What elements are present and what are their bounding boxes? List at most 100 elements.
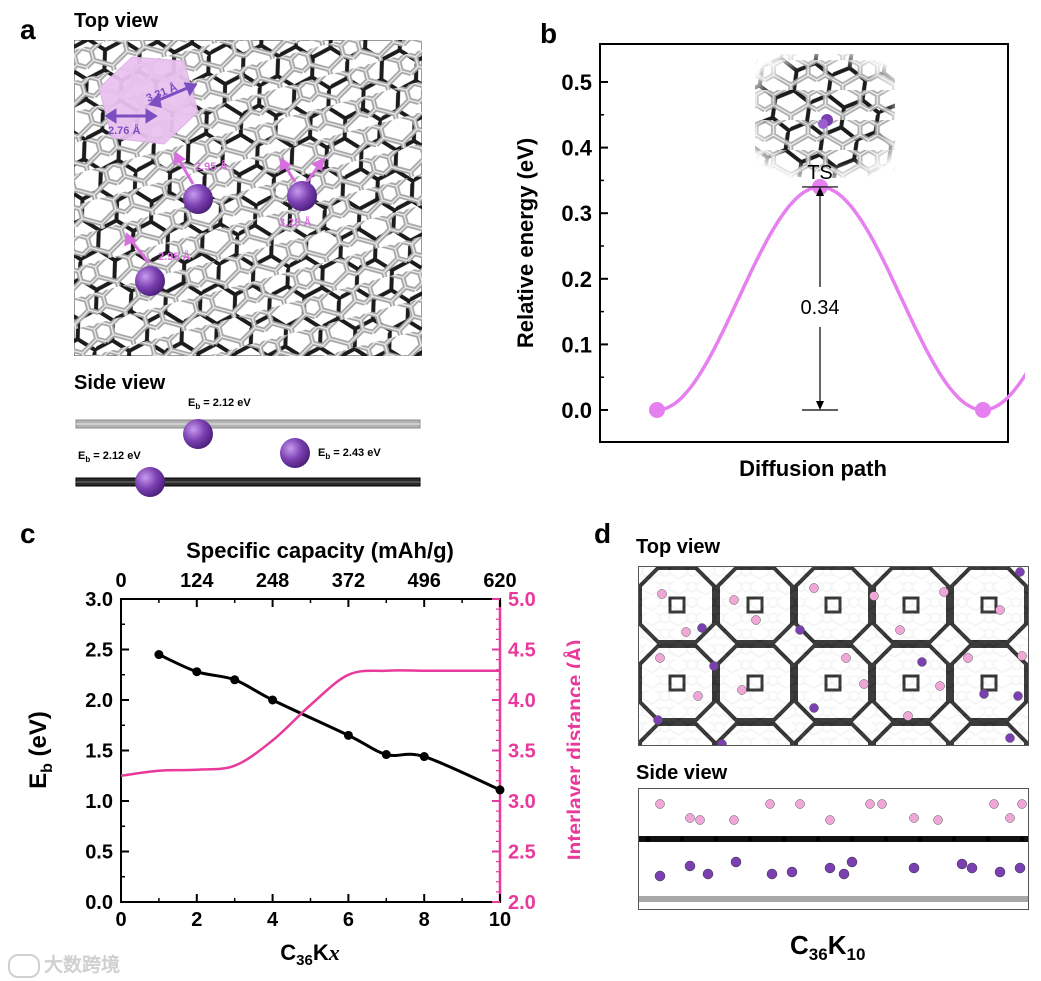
chart-c-top-xtick-label: 620 [483, 570, 516, 592]
carbon-node [781, 836, 787, 842]
chart-b-ytick-label: 0.0 [561, 398, 592, 423]
k-atom-pink [939, 587, 949, 597]
chart-c-xtick-label: 4 [267, 909, 279, 931]
chart-c-ytick-label: 0.5 [85, 842, 113, 864]
chart-b-ytick-label: 0.3 [561, 201, 592, 226]
panel-d-label: d [594, 518, 612, 549]
carbon-node [815, 836, 821, 842]
eb-top-sub: b [195, 402, 200, 411]
k-atom-side-pink [695, 815, 705, 825]
panel-d-side-view-title: Side view [636, 762, 728, 784]
chart-b-ytick-label: 0.2 [561, 267, 592, 292]
chart-c-right-ylabel: Interlayer distance (Å) [563, 640, 580, 861]
ts-barrier-value: 0.34 [801, 297, 840, 319]
eb-top-label: E [188, 397, 195, 409]
eb-left-sub: b [85, 455, 90, 464]
k-atom-pink [841, 653, 851, 663]
potassium-atom [287, 181, 317, 211]
k-atom-pink [751, 615, 761, 625]
k-atom-side-pink [825, 815, 835, 825]
eb-left-value: = 2.12 eV [90, 450, 141, 462]
k-atom-side-purple [702, 868, 714, 880]
chart-c-top-xtick-label: 124 [180, 570, 214, 592]
eb-top-value: = 2.12 eV [200, 397, 251, 409]
chart-c-right-ytick-label: 4.0 [508, 690, 536, 712]
annotation-d5: 2.95 Å [158, 250, 190, 263]
k-atom-side-purple [966, 862, 978, 874]
k-atom-side-pink [1017, 799, 1027, 809]
k-atom-side-purple [654, 870, 666, 882]
eb-right-sub: b [325, 452, 330, 461]
k-atom-pink [963, 653, 973, 663]
k-atom-pink [895, 625, 905, 635]
k-atom-purple [1013, 691, 1023, 701]
chart-c-ytick-label: 2.0 [85, 690, 113, 712]
k-atom-pink [869, 591, 879, 601]
k-atom-purple [697, 623, 707, 633]
chart-c-xtick-label: 2 [191, 909, 202, 931]
annotation-d2: 2.76 Å [108, 124, 140, 137]
chart-c-ytick-label: 1.0 [85, 791, 113, 813]
annotation-d4: 3.25 Å [279, 216, 311, 229]
k-atom-side-purple [838, 868, 850, 880]
ts-label: TS [807, 162, 833, 184]
k-atom-side-pink [877, 799, 887, 809]
carbon-node [679, 836, 685, 842]
k-atom-side-purple [1014, 862, 1026, 874]
chart-c-top-xtick-label: 372 [332, 570, 365, 592]
k-atom-purple [1015, 567, 1025, 577]
ts-arrow-head [816, 401, 824, 410]
chart-c-ytick-label: 3.0 [85, 589, 113, 611]
k-atom-side-pink [685, 813, 695, 823]
diffusion-inset-structure [755, 54, 895, 178]
panel-a-top-view-title: Top view [74, 10, 159, 32]
ts-arrow-head [816, 186, 824, 196]
k-atom-purple [917, 657, 927, 667]
k-atom-side-purple [908, 862, 920, 874]
highlight-hexagon [98, 56, 199, 145]
k-atom-side-pink [729, 815, 739, 825]
panel-c-binding-chart: Specific capacity (mAh/g) C36Kx Eb (eV) … [25, 538, 580, 968]
eb-right-label: E [318, 447, 325, 459]
binding-energy-point [419, 752, 429, 762]
k-atom-purple [717, 739, 727, 746]
svg-text:Eb = 2.12 eV: Eb = 2.12 eV [188, 397, 251, 411]
chart-c-top-xtick-label: 496 [408, 570, 441, 592]
panel-b-energy-chart: 0.00.10.20.30.40.5 Relative energy (eV) … [513, 43, 1025, 481]
binding-energy-point [495, 785, 505, 795]
carbon-node [645, 836, 651, 842]
panel-a-side-view-structure: Eb = 2.12 eV Eb = 2.12 eV Eb = 2.43 eV [75, 397, 421, 497]
k-atom-pink [693, 691, 703, 701]
k-atom-side-pink [795, 799, 805, 809]
panel-d-side-view-structure [638, 788, 1029, 910]
k-atom-side-pink [865, 799, 875, 809]
k-atom-pink [681, 627, 691, 637]
chart-c-ytick-label: 0.0 [85, 892, 113, 914]
k-atom-pink [655, 653, 665, 663]
chart-c-top-xtick-label: 0 [115, 570, 126, 592]
binding-energy-point [154, 650, 164, 660]
k-atom-pink [657, 589, 667, 599]
chart-c-xtick-label: 6 [343, 909, 354, 931]
carbon-node [917, 836, 923, 842]
binding-energy-point [268, 695, 278, 705]
potassium-atom [135, 266, 165, 296]
eb-left-label: E [78, 450, 85, 462]
binding-energy-point [192, 667, 202, 677]
chart-b-ylabel: Relative energy (eV) [513, 138, 538, 348]
k-atom-purple [653, 715, 663, 725]
k-atom-side-pink [655, 799, 665, 809]
chart-c-right-ytick-label: 3.0 [508, 791, 536, 813]
chart-c-ytick-label: 1.5 [85, 741, 113, 763]
k-atom-pink [903, 711, 913, 721]
k-atom-side-pink [989, 799, 999, 809]
binding-energy-point [381, 750, 391, 760]
panel-a-side-view-title: Side view [74, 372, 166, 394]
k-atom-purple [709, 661, 719, 671]
carbon-node [1019, 836, 1025, 842]
k-atom-pink [809, 583, 819, 593]
k-atom-side-purple [684, 860, 696, 872]
chart-c-xlabel: C36Kx [280, 940, 339, 968]
panel-b-label: b [540, 18, 558, 49]
k-atom-side-purple [824, 862, 836, 874]
